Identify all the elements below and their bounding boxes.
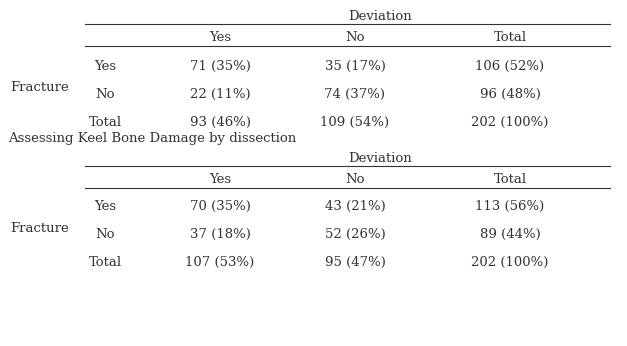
Text: 74 (37%): 74 (37%): [325, 88, 386, 101]
Text: 113 (56%): 113 (56%): [475, 200, 545, 213]
Text: 70 (35%): 70 (35%): [189, 200, 250, 213]
Text: 109 (54%): 109 (54%): [320, 116, 389, 129]
Text: Yes: Yes: [209, 173, 231, 186]
Text: 95 (47%): 95 (47%): [325, 256, 386, 269]
Text: 107 (53%): 107 (53%): [186, 256, 255, 269]
Text: 93 (46%): 93 (46%): [189, 116, 251, 129]
Text: Total: Total: [493, 31, 527, 44]
Text: 35 (17%): 35 (17%): [325, 60, 386, 73]
Text: 22 (11%): 22 (11%): [190, 88, 250, 101]
Text: Deviation: Deviation: [348, 10, 412, 23]
Text: Assessing Keel Bone Damage by dissection: Assessing Keel Bone Damage by dissection: [8, 132, 296, 145]
Text: 89 (44%): 89 (44%): [480, 228, 540, 241]
Text: 106 (52%): 106 (52%): [475, 60, 545, 73]
Text: Total: Total: [88, 256, 122, 269]
Text: No: No: [345, 31, 365, 44]
Text: Yes: Yes: [94, 200, 116, 213]
Text: 52 (26%): 52 (26%): [325, 228, 386, 241]
Text: 202 (100%): 202 (100%): [472, 256, 549, 269]
Text: Yes: Yes: [94, 60, 116, 73]
Text: Total: Total: [493, 173, 527, 186]
Text: Deviation: Deviation: [348, 152, 412, 165]
Text: Fracture: Fracture: [10, 221, 69, 235]
Text: No: No: [345, 173, 365, 186]
Text: No: No: [95, 228, 115, 241]
Text: Yes: Yes: [209, 31, 231, 44]
Text: 96 (48%): 96 (48%): [480, 88, 540, 101]
Text: 202 (100%): 202 (100%): [472, 116, 549, 129]
Text: 71 (35%): 71 (35%): [189, 60, 250, 73]
Text: No: No: [95, 88, 115, 101]
Text: Total: Total: [88, 116, 122, 129]
Text: 37 (18%): 37 (18%): [189, 228, 250, 241]
Text: 43 (21%): 43 (21%): [325, 200, 386, 213]
Text: Fracture: Fracture: [10, 82, 69, 94]
